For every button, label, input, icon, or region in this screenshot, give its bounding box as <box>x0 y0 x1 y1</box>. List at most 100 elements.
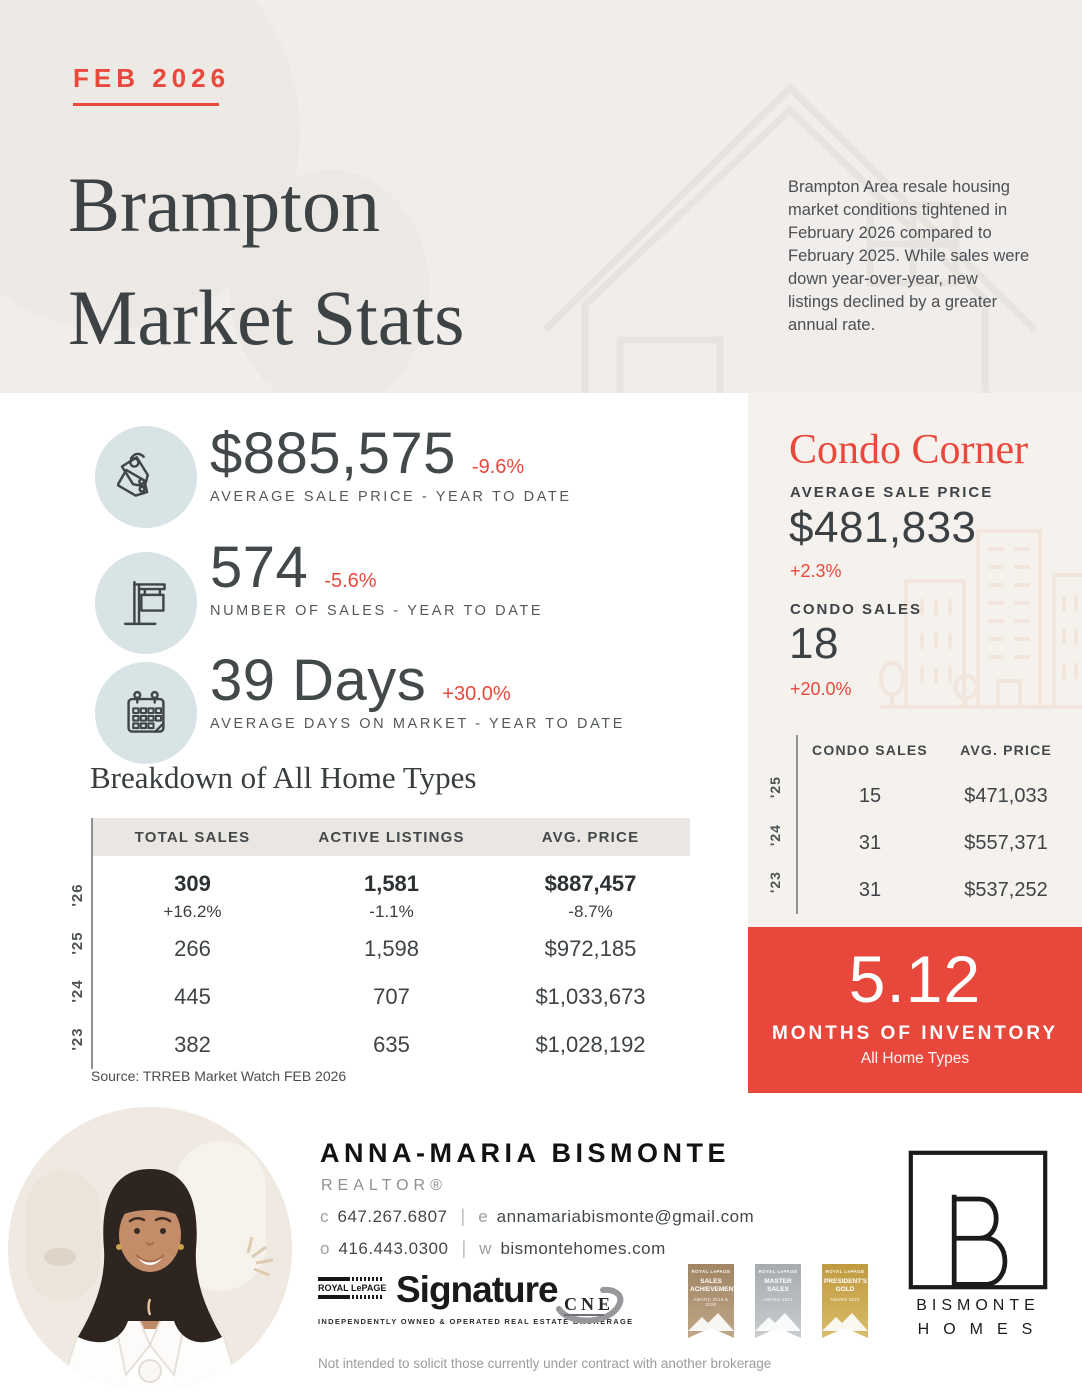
condo-sales-value: 15 <box>858 785 882 807</box>
condo-sales-value: 31 <box>858 879 882 901</box>
avg-price-value: $1,028,192 <box>535 1032 646 1057</box>
months-of-inventory-box: 5.12 MONTHS OF INVENTORY All Home Types <box>748 927 1082 1093</box>
source-note: Source: TRREB Market Watch FEB 2026 <box>91 1068 347 1084</box>
condo-avg-price-value: $481,833 <box>789 503 977 552</box>
total-sales-value: 309 <box>174 871 211 896</box>
cell-number: 647.267.6807 <box>337 1207 448 1226</box>
stat-average-sale-price: $885,575 -9.6% AVERAGE SALE PRICE - YEAR… <box>210 420 572 505</box>
condo-avg-price-change: +2.3% <box>790 561 842 581</box>
mountain-icon <box>755 1313 801 1331</box>
faint-house-background <box>0 0 1038 393</box>
column-header: ACTIVE LISTINGS <box>318 828 465 846</box>
cell-prefix: c <box>320 1207 329 1226</box>
breakdown-table: TOTAL SALES ACTIVE LISTINGS AVG. PRICE 3… <box>91 818 690 1069</box>
avg-price-change: -8.7% <box>568 902 613 921</box>
column-header: AVG. PRICE <box>960 742 1052 758</box>
stat-value: 574 <box>210 535 309 600</box>
column-header: AVG. PRICE <box>541 828 640 846</box>
table-row: 382 635 $1,028,192 <box>93 1021 690 1069</box>
year-label: '25 <box>68 931 86 955</box>
table-row: 445 707 $1,033,673 <box>93 973 690 1021</box>
stat-label: NUMBER OF SALES - YEAR TO DATE <box>210 603 544 619</box>
office-prefix: o <box>320 1239 330 1258</box>
mountain-icon <box>822 1313 868 1331</box>
page-title: Brampton Market Stats <box>68 148 464 374</box>
stat-change: -5.6% <box>324 570 377 592</box>
royal-lepage-brand: ROYAL LePAGE <box>318 1283 387 1293</box>
condo-avg-price-value: $557,371 <box>964 832 1048 854</box>
brokerage-name: Signature <box>396 1269 559 1310</box>
year-label: '23 <box>767 871 783 893</box>
stat-value: 39 Days <box>210 648 427 713</box>
breakdown-table-header: TOTAL SALES ACTIVE LISTINGS AVG. PRICE <box>93 818 690 856</box>
inventory-sublabel: All Home Types <box>860 1050 970 1067</box>
year-label: '25 <box>767 776 783 798</box>
table-row: 31 $537,252 <box>798 867 1068 914</box>
year-label: '24 <box>68 979 86 1003</box>
cne-logo: CNE <box>551 1283 627 1330</box>
page-title-line1: Brampton <box>68 161 380 248</box>
cne-text: CNE <box>564 1294 614 1314</box>
condo-corner-heading: Condo Corner <box>789 427 1029 473</box>
stat-label: AVERAGE DAYS ON MARKET - YEAR TO DATE <box>210 716 626 732</box>
inventory-value: 5.12 <box>848 942 982 1016</box>
mountain-icon <box>688 1313 734 1331</box>
bismonte-logo-text: HOMES <box>917 1321 1047 1338</box>
website: bismontehomes.com <box>500 1239 666 1258</box>
condo-sales-label: CONDO SALES <box>790 601 923 618</box>
condo-table-header: CONDO SALES AVG. PRICE <box>798 735 1068 765</box>
total-sales-value: 445 <box>174 984 211 1009</box>
agent-name: ANNA-MARIA BISMONTE <box>320 1138 730 1168</box>
calendar-icon <box>95 662 197 764</box>
royal-lepage-signature-logo: ROYAL LePAGE Signature <box>318 1269 559 1311</box>
email-address: annamariabismonte@gmail.com <box>496 1207 755 1226</box>
brokerage-tagline: INDEPENDENTLY OWNED & OPERATED REAL ESTA… <box>318 1317 634 1326</box>
bismonte-homes-logo <box>908 1150 1048 1295</box>
hero-section: FEB 2026 Brampton Market Stats Brampton … <box>0 0 1082 393</box>
separator: | <box>461 1238 467 1258</box>
for-sale-sign-icon <box>95 552 197 654</box>
issue-underline <box>73 103 219 106</box>
agent-headshot <box>8 1107 292 1391</box>
contact-line-2: o 416.443.0300 | w bismontehomes.com <box>320 1238 666 1259</box>
active-listings-change: -1.1% <box>369 902 414 921</box>
contact-line-1: c 647.267.6807 | e annamariabismonte@gma… <box>320 1206 754 1227</box>
condo-sales-change: +20.0% <box>790 679 852 699</box>
agent-title: REALTOR® <box>321 1177 447 1194</box>
condo-corner-panel: Condo Corner AVERAGE SALE PRICE $481,833… <box>748 393 1082 927</box>
year-label: '26 <box>68 883 86 907</box>
condo-avg-price-value: $537,252 <box>964 879 1048 901</box>
stat-number-of-sales: 574 -5.6% NUMBER OF SALES - YEAR TO DATE <box>210 534 543 619</box>
page-title-line2: Market Stats <box>68 274 465 361</box>
stat-value: $885,575 <box>210 421 456 486</box>
award-badge-presidents-gold: ROYAL LePAGE PRESIDENT'S GOLD AWARD 2022 <box>822 1264 868 1338</box>
condo-table: CONDO SALES AVG. PRICE 15 $471,033 31 $5… <box>796 735 1068 914</box>
bismonte-logo-text: BISMONTE <box>916 1297 1040 1314</box>
award-badge-sales-achievement: ROYAL LePAGE SALES ACHIEVEMENT AWARD 201… <box>688 1264 734 1338</box>
column-header: CONDO SALES <box>812 742 928 758</box>
condo-sales-value: 18 <box>789 619 839 668</box>
year-label: '23 <box>68 1027 86 1051</box>
condo-avg-price-label: AVERAGE SALE PRICE <box>790 484 994 501</box>
active-listings-value: 707 <box>373 984 410 1009</box>
avg-price-value: $887,457 <box>544 871 637 896</box>
table-row: 31 $557,371 <box>798 820 1068 867</box>
office-number: 416.443.0300 <box>338 1239 449 1258</box>
active-listings-value: 1,598 <box>363 936 420 961</box>
email-prefix: e <box>478 1207 488 1226</box>
condo-avg-price-value: $471,033 <box>964 785 1048 807</box>
royal-lepage-mark: ROYAL LePAGE <box>318 1277 387 1299</box>
avg-price-value: $1,033,673 <box>535 984 646 1009</box>
web-prefix: w <box>479 1239 492 1258</box>
year-label: '24 <box>767 824 783 846</box>
column-header: TOTAL SALES <box>134 828 251 846</box>
active-listings-value: 635 <box>373 1032 410 1057</box>
stat-change: +30.0% <box>442 683 511 705</box>
market-summary: Brampton Area resale housing market cond… <box>788 178 1030 334</box>
issue-date: FEB 2026 <box>73 63 231 93</box>
condo-sales-value: 31 <box>858 832 882 854</box>
disclaimer: Not intended to solicit those currently … <box>318 1356 772 1371</box>
inventory-label: MONTHS OF INVENTORY <box>771 1023 1059 1044</box>
breakdown-heading: Breakdown of All Home Types <box>90 760 477 795</box>
